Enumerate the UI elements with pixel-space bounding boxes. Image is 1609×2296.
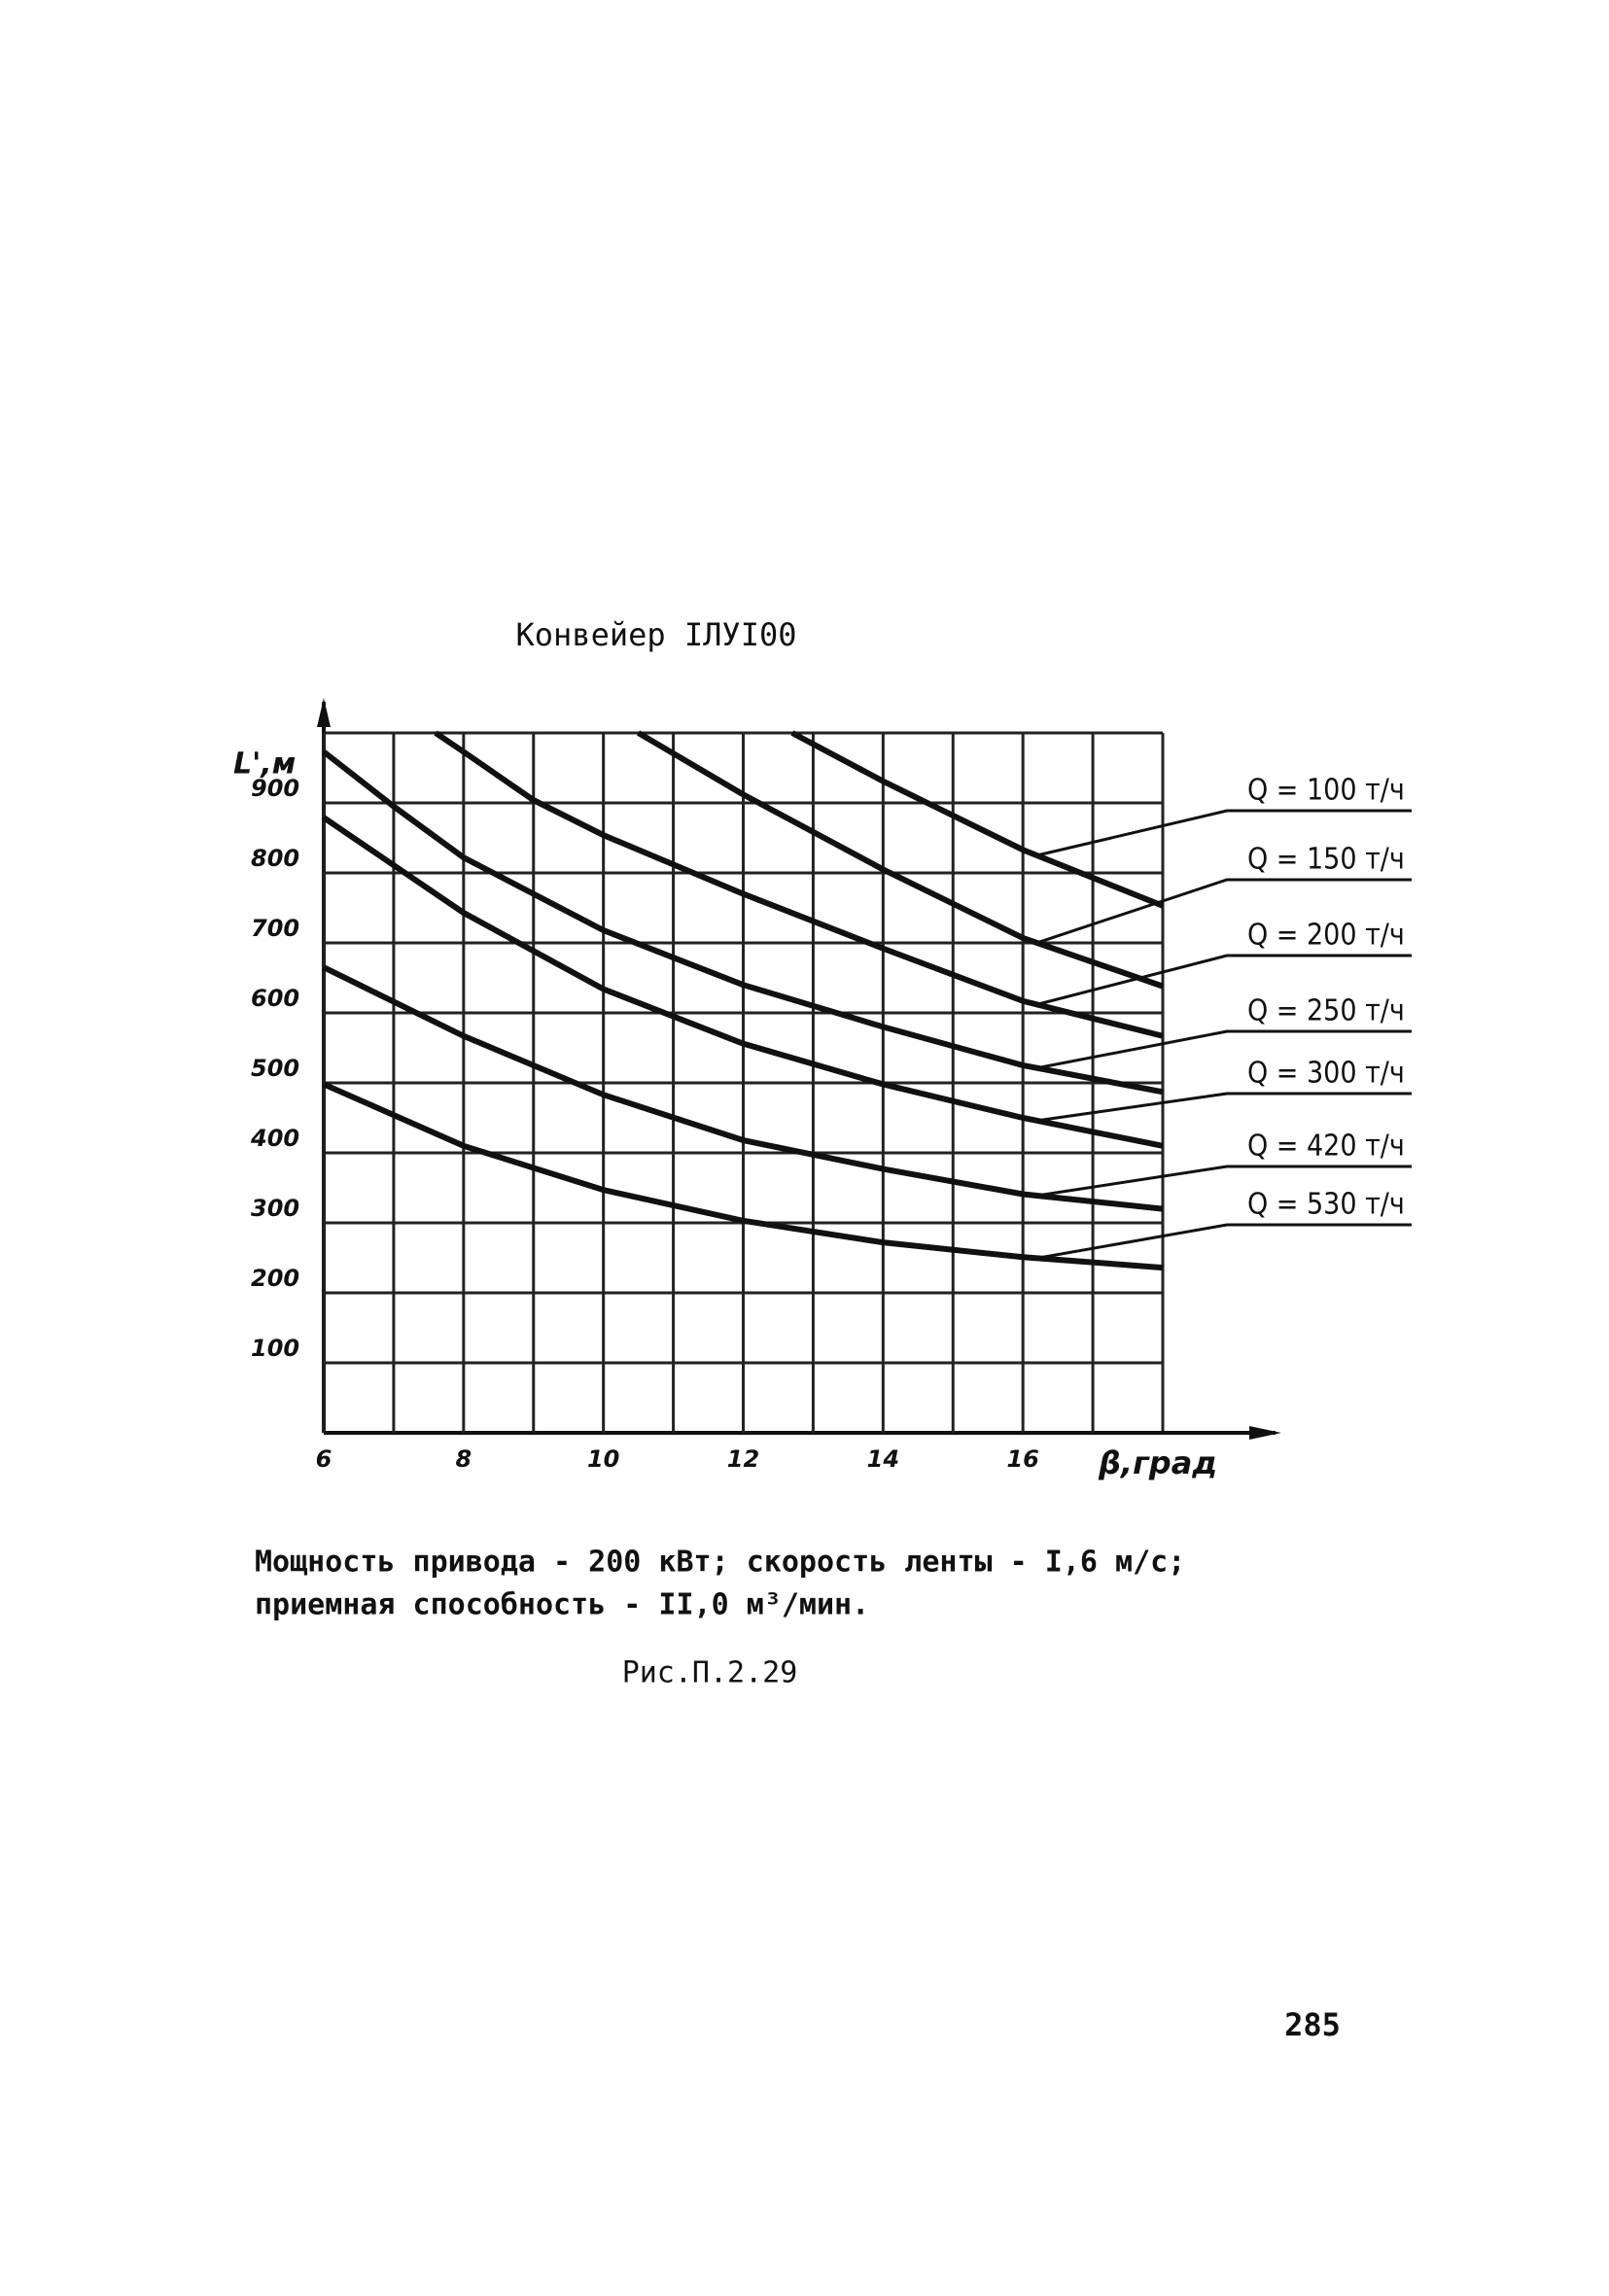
y-tick-label: 700 [251, 915, 299, 942]
note-line: Мощность привода - 200 кВт; скорость лен… [255, 1546, 1185, 1580]
leader-line [1036, 809, 1412, 857]
curve [322, 964, 1164, 1212]
caption: Рис.П.2.29 [622, 1656, 798, 1690]
y-tick-label: 300 [251, 1195, 299, 1222]
y-tick-label: 400 [250, 1125, 299, 1152]
curve [637, 730, 1164, 990]
leader-line [1036, 878, 1412, 945]
legend-label: Q = 100 т/ч [1247, 774, 1405, 808]
y-tick-label: 600 [251, 985, 299, 1012]
x-tick-label: 16 [1006, 1445, 1038, 1473]
curve [322, 815, 1164, 1149]
x-tick-label: 12 [727, 1445, 759, 1473]
leader-line [1036, 1223, 1412, 1260]
y-tick-label: 500 [251, 1055, 299, 1082]
x-tick-label: 10 [587, 1445, 619, 1473]
x-tick-label: 6 [316, 1445, 332, 1473]
leader-line [1036, 1029, 1412, 1070]
x-tick-label: 14 [867, 1445, 899, 1473]
curve [434, 730, 1164, 1039]
leader-line [1036, 954, 1412, 1006]
x-tick-label: 8 [455, 1445, 472, 1473]
curve [322, 1081, 1164, 1271]
note-line: приемная способность - II,0 м³/мин. [255, 1588, 869, 1622]
legend-label: Q = 200 т/ч [1247, 919, 1405, 953]
legend-label: Q = 530 т/ч [1247, 1188, 1405, 1222]
y-tick-label: 800 [251, 845, 299, 872]
legend-label: Q = 150 т/ч [1247, 843, 1405, 877]
chart-title: Конвейер IЛУI00 [516, 616, 797, 653]
legend-label: Q = 250 т/ч [1247, 994, 1405, 1028]
x-axis-label: β,град [1098, 1444, 1217, 1481]
y-tick-label: 900 [251, 775, 299, 802]
leader-line [1036, 1092, 1412, 1123]
axis-arrow [1249, 1426, 1281, 1440]
page-number: 285 [1284, 2006, 1341, 2043]
axis-arrow [317, 698, 331, 727]
legend-label: Q = 300 т/ч [1247, 1057, 1405, 1091]
curve [322, 749, 1164, 1096]
y-tick-label: 100 [251, 1335, 299, 1362]
legend-label: Q = 420 т/ч [1247, 1130, 1405, 1164]
y-tick-label: 200 [251, 1265, 299, 1292]
curve [790, 730, 1165, 909]
leader-line [1036, 1165, 1412, 1198]
y-axis-label: L',м [233, 748, 296, 782]
